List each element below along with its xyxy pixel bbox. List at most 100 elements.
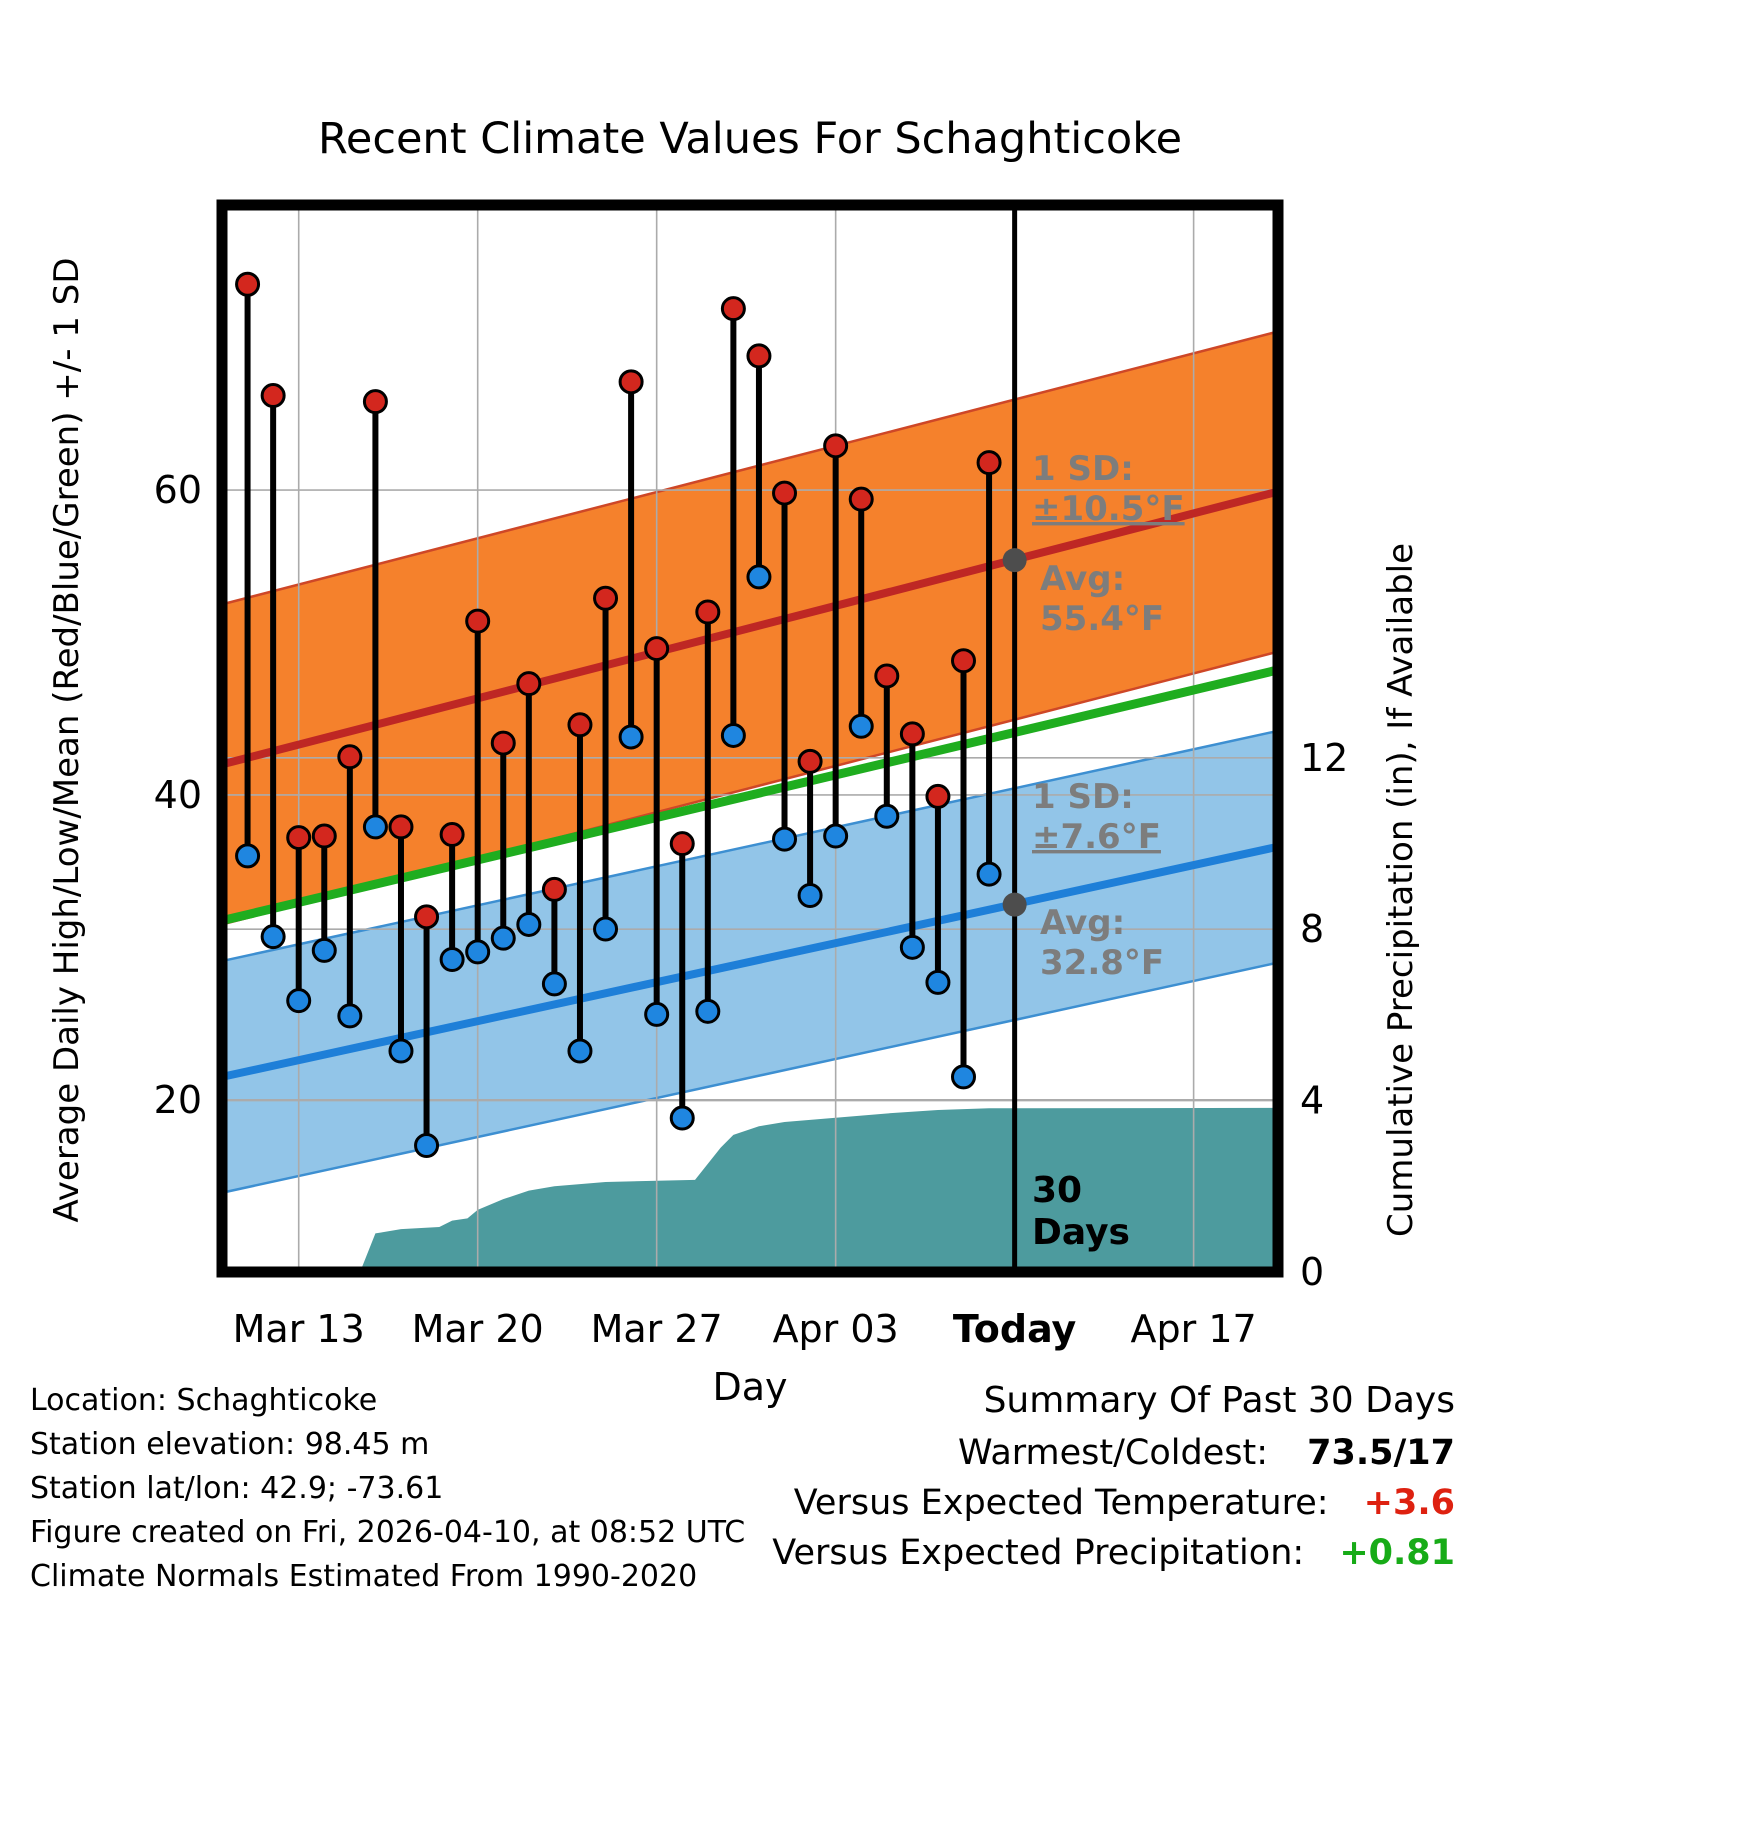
daily-high-marker [874, 663, 900, 689]
x-tick-label: Apr 17 [1131, 1307, 1257, 1351]
daily-high-marker [951, 648, 977, 674]
x-tick-label: Mar 27 [591, 1307, 723, 1351]
daily-high-marker [465, 608, 491, 634]
temp-tick-label: 60 [154, 468, 202, 512]
summary-vs-temperature: Versus Expected Temperature: +3.6 [794, 1483, 1455, 1523]
x-tick-label: Apr 03 [773, 1307, 899, 1351]
summary-warmest-coldest-label: Warmest/Coldest: [958, 1433, 1268, 1473]
annotations-layer: 1 SD: ±10.5°F Avg: 55.4°F 1 SD: ±7.6°F A… [1032, 449, 1185, 1253]
daily-low-marker [899, 934, 925, 960]
daily-high-marker [669, 831, 695, 857]
daily-low-marker [772, 826, 798, 852]
daily-low-marker [439, 947, 465, 973]
plot-frame [216, 199, 1284, 1278]
daily-low-marker [695, 998, 721, 1024]
daily-highlow-layer [235, 271, 1002, 1158]
summary-vs-temperature-label: Versus Expected Temperature: [794, 1483, 1329, 1523]
daily-high-marker [516, 671, 542, 697]
x-tick-label: Mar 20 [412, 1307, 544, 1351]
daily-high-marker [337, 744, 363, 770]
daily-high-marker [439, 822, 465, 848]
summary-title: Summary Of Past 30 Days [984, 1380, 1455, 1421]
daily-low-marker [720, 722, 746, 748]
daily-low-marker [951, 1064, 977, 1090]
cumulative-precip-area [349, 1107, 1278, 1272]
station-latlon: Station lat/lon: 42.9; -73.61 [30, 1471, 443, 1506]
daily-low-marker [644, 1001, 670, 1027]
low-avg-annotation-line1: Avg: [1040, 903, 1125, 943]
temp-tick-label: 20 [154, 1078, 202, 1122]
chart-title: Recent Climate Values For Schaghticoke [318, 114, 1182, 164]
daily-low-marker [925, 969, 951, 995]
avg-high-line [220, 487, 1280, 769]
daily-high-marker [567, 712, 593, 738]
daily-low-marker [797, 883, 823, 909]
daily-high-marker [823, 433, 849, 459]
daily-high-marker [797, 748, 823, 774]
x-axis-label: Day [712, 1365, 787, 1409]
summary-vs-precipitation: Versus Expected Precipitation: +0.81 [772, 1533, 1455, 1573]
daily-low-marker [541, 971, 567, 997]
daily-high-marker [746, 343, 772, 369]
daily-low-marker [823, 823, 849, 849]
daily-low-marker [593, 916, 619, 942]
daily-low-marker [260, 924, 286, 950]
daily-high-marker [235, 271, 261, 297]
daily-low-marker [414, 1132, 440, 1158]
daily-high-marker [720, 296, 746, 322]
low-band-bottom-edge [221, 961, 1279, 1194]
daily-low-marker [388, 1038, 414, 1064]
station-elevation: Station elevation: 98.45 m [30, 1427, 429, 1462]
summary-vs-precipitation-value: +0.81 [1339, 1533, 1455, 1573]
precip-tick-label: 0 [1300, 1250, 1324, 1294]
daily-low-marker [286, 988, 312, 1014]
daily-low-marker [746, 564, 772, 590]
tick-labels-layer: Mar 13 Mar 20 Mar 27 Apr 03 Today Apr 1720406… [154, 468, 1349, 1351]
high-sd-annotation-line2: ±10.5°F [1032, 489, 1185, 529]
summary-vs-precipitation-label: Versus Expected Precipitation: [772, 1533, 1304, 1573]
daily-high-marker [695, 599, 721, 625]
daily-low-marker [874, 803, 900, 829]
daily-high-marker [490, 730, 516, 756]
high-sd-annotation-line1: 1 SD: [1032, 449, 1134, 489]
daily-low-marker [618, 724, 644, 750]
station-location: Location: Schaghticoke [30, 1383, 377, 1418]
summary-warmest-coldest: Warmest/Coldest: 73.5/17 [958, 1433, 1455, 1473]
low-sd-annotation-line2: ±7.6°F [1032, 817, 1161, 857]
daily-low-marker [337, 1003, 363, 1029]
precip-tick-label: 8 [1300, 907, 1324, 951]
low-sd-annotation-line1: 1 SD: [1032, 777, 1134, 817]
daily-high-marker [541, 876, 567, 902]
daily-low-marker [465, 939, 491, 965]
today-avg-high-marker [1002, 548, 1027, 573]
daily-high-marker [644, 636, 670, 662]
left-axis-label: Average Daily High/Low/Mean (Red/Blue/Gr… [47, 258, 87, 1223]
temp-tick-label: 40 [154, 773, 202, 817]
daily-high-marker [848, 486, 874, 512]
climate-normals-note: Climate Normals Estimated From 1990-2020 [30, 1559, 697, 1594]
daily-low-marker [311, 937, 337, 963]
x-tick-label: Today [953, 1307, 1077, 1351]
daily-low-marker [362, 814, 388, 840]
daily-high-marker [362, 389, 388, 415]
figure-created-timestamp: Figure created on Fri, 2026-04-10, at 08… [30, 1515, 745, 1550]
daily-high-marker [925, 783, 951, 809]
today-avg-low-marker [1002, 892, 1027, 917]
daily-high-marker [260, 383, 286, 409]
daily-low-marker [567, 1038, 593, 1064]
daily-high-marker [388, 814, 414, 840]
daily-high-marker [976, 450, 1002, 476]
x-tick-label: Mar 13 [233, 1307, 365, 1351]
daily-high-marker [618, 369, 644, 395]
daily-high-marker [593, 585, 619, 611]
daily-low-marker [516, 911, 542, 937]
daily-low-marker [848, 713, 874, 739]
daily-low-marker [490, 925, 516, 951]
precip-tick-label: 4 [1300, 1079, 1324, 1123]
summary-warmest-coldest-value: 73.5/17 [1307, 1433, 1455, 1473]
high-avg-annotation-line1: Avg: [1040, 559, 1125, 599]
summary-vs-temperature-value: +3.6 [1364, 1483, 1455, 1523]
station-metadata: Location: Schaghticoke Station elevation… [30, 1383, 745, 1594]
